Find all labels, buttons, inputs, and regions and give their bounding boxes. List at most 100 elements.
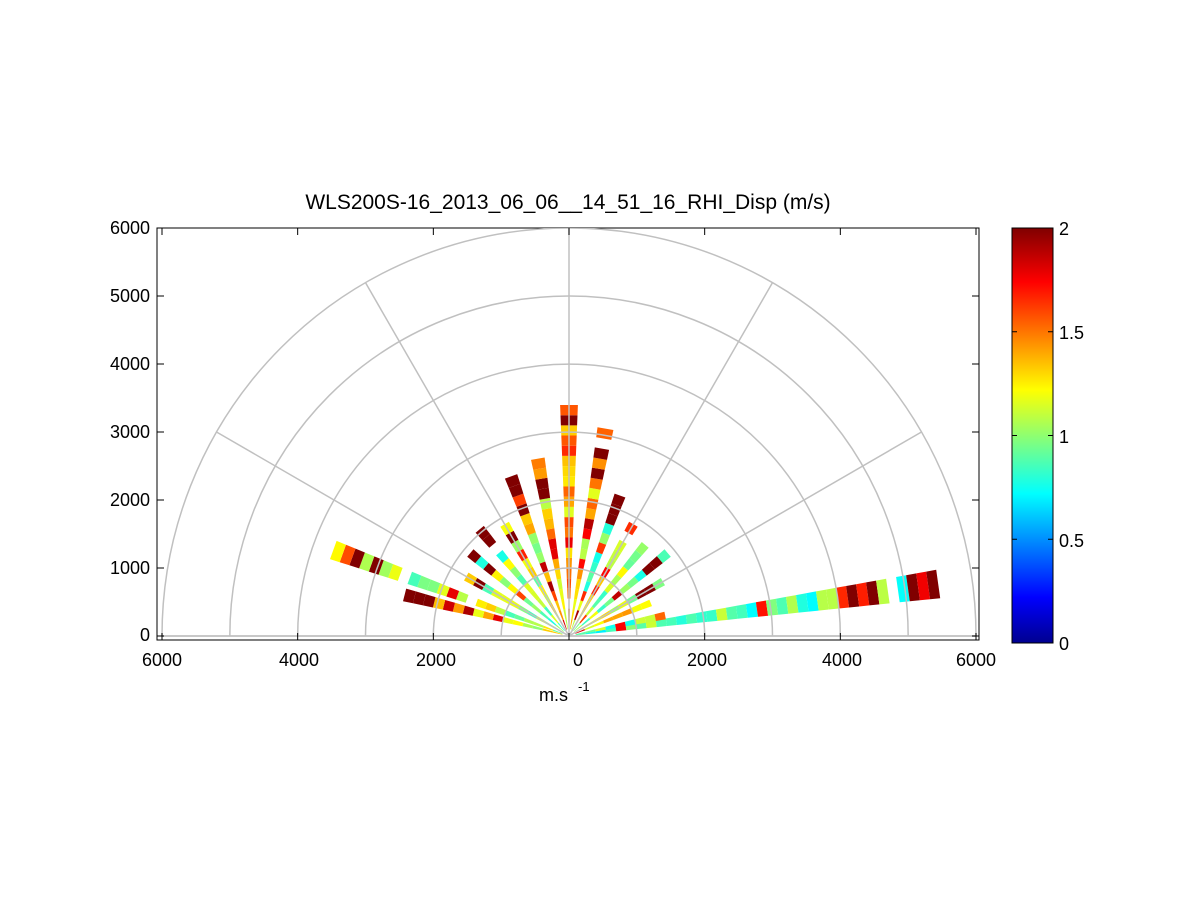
data-cell xyxy=(502,558,515,571)
data-cell xyxy=(533,467,548,480)
y-tick-label: 1000 xyxy=(110,558,150,578)
data-cell xyxy=(585,508,597,520)
data-cell xyxy=(546,528,556,540)
data-cell xyxy=(574,588,579,600)
data-cell xyxy=(571,609,575,620)
data-cell xyxy=(531,604,542,614)
data-cell xyxy=(602,522,614,536)
data-cell xyxy=(641,562,655,576)
data-cell xyxy=(582,528,592,540)
data-cell xyxy=(876,578,890,605)
data-cell xyxy=(675,614,688,625)
data-cell xyxy=(569,619,573,630)
data-cell xyxy=(575,633,586,636)
data-cell xyxy=(605,513,618,526)
data-cell xyxy=(576,568,584,580)
data-cell xyxy=(665,616,677,626)
data-cell xyxy=(583,518,595,530)
data-cell xyxy=(634,616,646,625)
data-cell xyxy=(552,558,560,570)
data-cell xyxy=(555,624,564,632)
data-cell xyxy=(586,571,595,583)
y-tick-label: 6000 xyxy=(110,218,150,238)
x-tick-label: 6000 xyxy=(142,650,182,670)
data-cell xyxy=(596,542,607,555)
data-cell xyxy=(725,605,738,620)
x-axis-label: m.s -1 xyxy=(539,679,590,705)
data-cell xyxy=(585,606,595,616)
data-cell xyxy=(516,574,528,586)
data-cell xyxy=(624,619,636,627)
data-cell xyxy=(475,525,490,541)
colorbar-tick-label: 0 xyxy=(1059,634,1069,654)
y-tick-label: 3000 xyxy=(110,422,150,442)
data-cell xyxy=(605,624,616,630)
data-cell xyxy=(906,573,920,602)
data-cell xyxy=(615,621,626,628)
data-cell xyxy=(512,619,524,627)
data-cell xyxy=(745,602,758,618)
data-cell xyxy=(604,582,615,594)
data-cell xyxy=(705,609,718,622)
data-cell xyxy=(584,624,595,631)
data-cell xyxy=(552,629,563,634)
data-cell xyxy=(531,542,542,555)
data-cell xyxy=(541,508,553,520)
data-cell xyxy=(575,629,585,634)
data-cell xyxy=(826,587,839,610)
data-cell xyxy=(611,590,623,601)
data-cell xyxy=(574,610,580,621)
data-cell xyxy=(388,564,403,581)
data-cell xyxy=(593,620,605,627)
data-cell xyxy=(649,556,663,570)
x-tick-label: 6000 xyxy=(956,650,996,670)
data-cell xyxy=(550,548,559,560)
data-cell xyxy=(426,579,441,594)
data-cell xyxy=(603,616,614,624)
chart-title: WLS200S-16_2013_06_06__14_51_16_RHI_Disp… xyxy=(305,191,830,214)
data-cell xyxy=(496,550,509,563)
data-cell xyxy=(442,600,455,612)
data-cell xyxy=(592,551,603,564)
data-cell xyxy=(581,538,590,550)
data-cell xyxy=(485,602,497,613)
data-cell xyxy=(556,578,563,590)
data-cell xyxy=(579,614,588,624)
y-tick-label: 0 xyxy=(140,625,150,645)
data-cell xyxy=(532,625,543,631)
data-cell xyxy=(589,610,599,620)
data-cell xyxy=(491,569,504,582)
data-cell xyxy=(530,590,540,601)
data-cell xyxy=(836,586,850,609)
data-cell xyxy=(575,578,582,590)
data-cell xyxy=(339,544,356,566)
data-cell xyxy=(644,614,656,623)
data-cell xyxy=(467,549,482,564)
colorbar-tick-label: 1 xyxy=(1059,427,1069,447)
data-cell xyxy=(543,606,553,616)
x-tick-labels: 6000 4000 2000 0 2000 4000 6000 xyxy=(142,650,996,670)
data-cell xyxy=(635,542,649,556)
data-cell xyxy=(589,477,603,490)
data-cell xyxy=(590,467,605,480)
y-tick-labels: 0 1000 2000 3000 4000 5000 6000 xyxy=(110,218,150,645)
x-tick-label: 2000 xyxy=(416,650,456,670)
data-cell xyxy=(499,576,512,589)
data-cell xyxy=(528,532,539,545)
data-cell xyxy=(456,591,469,603)
grid-spoke xyxy=(568,282,774,637)
data-cell xyxy=(494,606,507,616)
data-cell xyxy=(585,629,596,634)
data-cell xyxy=(531,457,546,470)
data-cell xyxy=(575,631,586,635)
data-cell xyxy=(502,617,514,625)
data-cell xyxy=(475,598,488,609)
data-cell xyxy=(596,604,607,614)
data-cell xyxy=(776,596,789,615)
data-cell xyxy=(522,622,534,629)
data-cell xyxy=(623,558,636,571)
data-cell xyxy=(685,613,698,624)
data-cell xyxy=(554,600,561,611)
data-cell xyxy=(604,597,615,607)
